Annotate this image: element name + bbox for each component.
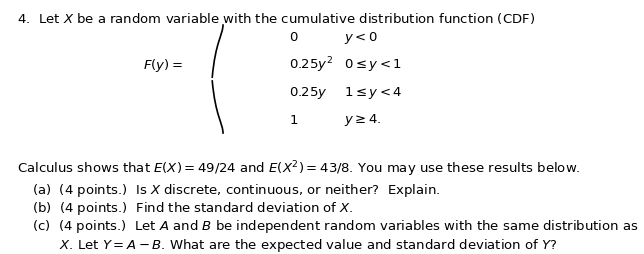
Text: $1 \leq y < 4$: $1 \leq y < 4$ (344, 85, 402, 101)
Text: $F(y) = $: $F(y) = $ (143, 57, 183, 74)
Text: $0 \leq y < 1$: $0 \leq y < 1$ (344, 57, 402, 73)
Text: (c)  (4 points.)  Let $A$ and $B$ be independent random variables with the same : (c) (4 points.) Let $A$ and $B$ be indep… (32, 218, 638, 235)
Text: $0$: $0$ (289, 31, 298, 44)
Text: $X$. Let $Y = A - B$. What are the expected value and standard deviation of $Y$?: $X$. Let $Y = A - B$. What are the expec… (59, 236, 558, 253)
Text: $1$: $1$ (289, 114, 298, 127)
Text: (b)  (4 points.)  Find the standard deviation of $X$.: (b) (4 points.) Find the standard deviat… (32, 200, 353, 217)
Text: (a)  (4 points.)  Is $X$ discrete, continuous, or neither?  Explain.: (a) (4 points.) Is $X$ discrete, continu… (32, 182, 440, 199)
Text: $y \geq 4.$: $y \geq 4.$ (344, 112, 382, 128)
Text: Calculus shows that $E(X) = 49/24$ and $E(X^2) = 43/8$. You may use these result: Calculus shows that $E(X) = 49/24$ and $… (17, 159, 580, 179)
Text: $0.25y^2$: $0.25y^2$ (289, 56, 332, 75)
Text: 4.  Let $X$ be a random variable with the cumulative distribution function (CDF): 4. Let $X$ be a random variable with the… (17, 10, 535, 25)
Text: $0.25y$: $0.25y$ (289, 85, 327, 101)
Text: $y < 0$: $y < 0$ (344, 30, 378, 46)
